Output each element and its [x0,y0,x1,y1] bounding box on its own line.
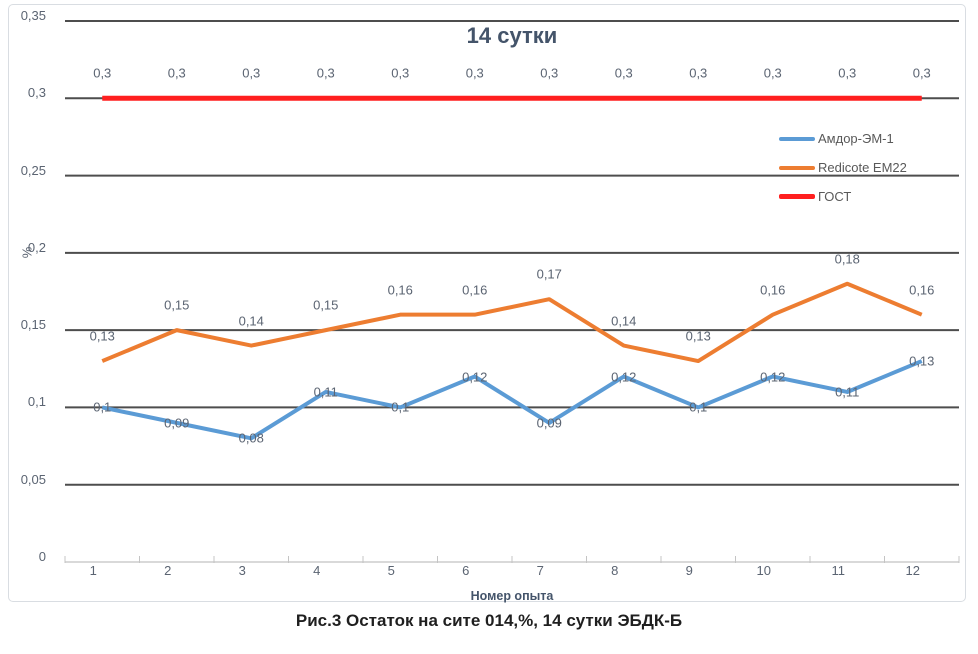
data-label: 0,12 [462,369,488,384]
figure-caption: Рис.3 Остаток на сите 014,%, 14 сутки ЭБ… [295,611,683,630]
data-label: 0,18 [834,251,860,267]
data-label: 0,11 [313,384,338,400]
x-tick-label: 4 [313,563,321,578]
x-tick-label: 3 [238,563,246,578]
data-label: 0,3 [93,65,112,81]
data-label: 0,16 [909,282,935,298]
data-label: 0,14 [238,313,264,329]
x-tick-label: 10 [756,563,771,578]
x-tick-label: 1 [89,563,97,578]
series-line-1 [101,281,923,364]
y-tick-label: 0,05 [20,471,46,487]
data-label: 0,15 [164,297,190,313]
legend-item-gost: ГОСТ [779,182,907,211]
x-tick-label: 7 [536,563,544,578]
chart-area: 14 сутки 0,1 0,09 0,08 0,11 0,1 0,12 0,09 0,12 0… [8,4,966,603]
data-label: 0,3 [838,65,857,81]
legend-label-gost: ГОСТ [818,189,852,204]
data-label: 0,13 [909,353,935,369]
y-tick-label: 0,35 [20,8,46,23]
x-tick-label: 8 [611,563,619,578]
legend-swatch-amdor [779,136,815,141]
y-tick-label: 0,3 [27,85,46,101]
data-label: 0,13 [685,328,711,344]
legend-swatch-gost [779,194,815,199]
data-label: 0,09 [536,415,562,431]
data-label: 0,12 [760,369,786,384]
data-label: 0,3 [465,65,484,81]
data-label: 0,11 [835,384,860,400]
legend-label-amdor: Амдор-ЭМ-1 [818,131,894,146]
data-label: 0,3 [689,65,708,81]
data-label: 0,3 [763,65,782,81]
data-label: 0,3 [242,65,261,81]
y-tick-label: 0,1 [27,394,46,410]
data-label: 0,17 [536,266,562,282]
series-line-0 [101,359,923,441]
x-tick-label: 2 [164,563,172,578]
data-label: 0,12 [611,369,637,384]
x-tick-label: 5 [387,563,395,578]
data-label: 0,16 [760,282,786,298]
x-tick-label: 6 [462,563,470,578]
legend-item-redicote: Redicote EM22 [779,153,907,182]
y-tick-label: 0,25 [20,162,46,178]
legend-label-redicote: Redicote EM22 [818,160,907,175]
data-label: 0,3 [540,65,559,81]
data-label: 0,1 [689,399,708,415]
data-label: 0,16 [462,282,488,298]
data-label: 0,1 [93,399,112,415]
legend: Амдор-ЭМ-1 Redicote EM22 ГОСТ [779,124,907,211]
plot [64,20,960,563]
data-label: 0,15 [313,297,339,313]
data-label: 0,3 [614,65,633,81]
data-label: 0,13 [89,328,115,344]
x-axis-label: Номер опыта [470,589,554,603]
data-label: 0,14 [611,313,637,329]
data-label: 0,09 [164,415,190,431]
legend-item-amdor: Амдор-ЭМ-1 [779,124,907,153]
y-tick-label: 0,2 [27,239,46,255]
data-label: 0,1 [391,399,410,415]
y-tick-label: 0,15 [20,317,46,333]
data-label: 0,08 [238,430,264,446]
data-label: 0,3 [912,65,931,81]
x-tick-label: 11 [831,563,846,578]
data-label: 0,16 [387,282,413,298]
legend-swatch-redicote [779,165,815,170]
y-tick-label: 0 [38,549,46,564]
data-label: 0,3 [167,65,186,81]
data-label: 0,3 [316,65,335,81]
x-tick-label: 9 [685,563,693,578]
x-tick-label: 12 [905,563,920,578]
chart-title: 14 сутки [466,23,558,48]
data-label: 0,3 [391,65,410,81]
